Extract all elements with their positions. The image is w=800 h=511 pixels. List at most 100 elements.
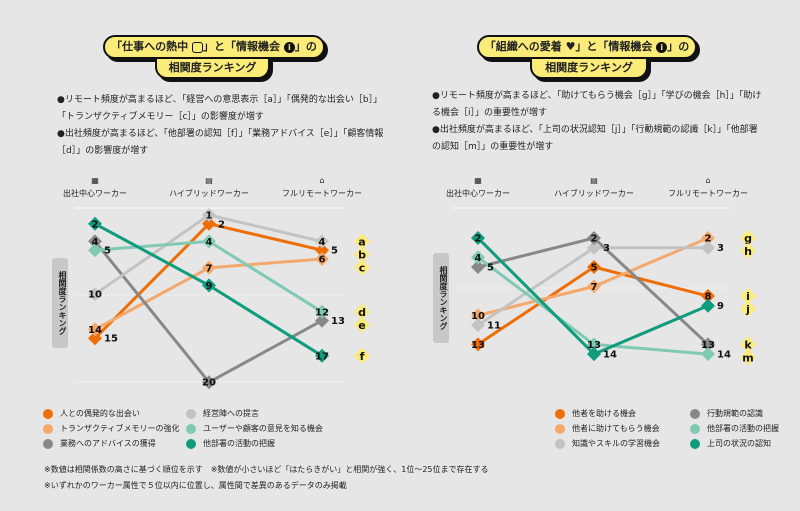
- rank-marker: [701, 240, 715, 255]
- info-icon: i: [283, 41, 295, 53]
- series-line: [477, 236, 709, 317]
- title-text: 」と「情報機会: [575, 40, 653, 53]
- rank-marker: [701, 231, 715, 246]
- series-line: [477, 246, 708, 327]
- rank-marker: [88, 322, 102, 337]
- right-description: ●リモート頻度が高まるほど､「助けてもらう機会［g］」「学びの機会［h］」「助け…: [432, 88, 762, 156]
- right-title-line1: 「組織への愛着 ♥」と「情報機会 i 」の: [477, 35, 697, 59]
- tag-label: m: [742, 351, 753, 364]
- rank-marker: [587, 240, 601, 255]
- col-label: ハイブリッドワーカー: [169, 189, 249, 198]
- series-line: [94, 257, 323, 331]
- footnote-2: ※いずれかのワーカー属性で５位以内に位置し、属性間で差異のあるデータのみ掲載: [44, 481, 347, 490]
- rank-label: 8: [705, 292, 712, 303]
- rank-label: 15: [104, 334, 118, 345]
- rank-marker: [315, 304, 329, 319]
- legend-item: 経営陣への提言: [186, 406, 329, 421]
- rank-marker: [202, 234, 216, 249]
- rank-label: 12: [315, 307, 329, 318]
- tag-marker: [354, 246, 370, 263]
- tag-marker: [740, 336, 756, 353]
- col-label: フルリモートワーカー: [668, 189, 748, 198]
- legend-swatch: [555, 423, 565, 434]
- rank-marker: [88, 331, 102, 346]
- rank-label: 4: [92, 237, 99, 248]
- col-label: 出社中心ワーカー: [63, 189, 127, 198]
- tag-label: e: [358, 319, 365, 332]
- rank-label: 4: [475, 253, 482, 264]
- rank-marker: [88, 234, 102, 249]
- tag-label: g: [744, 232, 752, 245]
- tag-marker: [354, 233, 370, 250]
- tag-marker: [740, 243, 756, 260]
- rank-label: 5: [487, 263, 494, 274]
- rank-label: 20: [202, 378, 216, 389]
- rank-label: 5: [104, 246, 111, 257]
- rank-marker: [701, 337, 715, 352]
- col-label: フルリモートワーカー: [282, 189, 362, 198]
- title-text: 」と「情報機会: [203, 40, 280, 53]
- rank-label: 3: [603, 243, 610, 254]
- rank-marker: [202, 260, 216, 275]
- tag-marker: [740, 349, 756, 366]
- legend-item: 他部署の活動の把握: [186, 436, 329, 451]
- rank-marker: [471, 318, 485, 333]
- rank-marker: [471, 337, 485, 352]
- rank-marker: [315, 348, 329, 363]
- rank-marker: [88, 216, 102, 231]
- legend-swatch: [690, 408, 700, 419]
- rank-marker: [88, 287, 102, 302]
- rank-label: 10: [88, 290, 102, 301]
- right-col-office: ▦ 出社中心ワーカー: [423, 174, 533, 200]
- tag-marker: [354, 347, 370, 364]
- rank-label: 17: [315, 351, 329, 362]
- tag-marker: [740, 230, 756, 247]
- briefcase-icon: ▤: [590, 176, 598, 185]
- series-line: [476, 236, 709, 356]
- left-title-line1: 「仕事への熱中 」と「情報機会 i 」の: [103, 35, 325, 59]
- tag-label: c: [359, 261, 366, 274]
- rank-label: 5: [591, 263, 598, 274]
- series-line: [477, 256, 709, 356]
- rank-marker: [471, 250, 485, 265]
- left-legend: 人との偶発的な出会いトランザクティブメモリーの強化業務へのアドバイスの獲得 経営陣…: [43, 406, 329, 451]
- left-title-line2: 相関度ランキング: [155, 59, 270, 79]
- left-col-hybrid: ▤ ハイブリッドワーカー: [154, 174, 264, 200]
- legend-label: 人との偶発的な出会い: [60, 409, 140, 418]
- rank-marker: [315, 252, 329, 266]
- rank-marker: [701, 347, 715, 362]
- desc-line: ●リモート頻度が高まるほど､「経営への意思表示［a］」「偶発的な出会い［b］」「…: [57, 95, 383, 122]
- rank-marker: [587, 347, 601, 362]
- rank-label: 13: [471, 340, 485, 351]
- rank-label: 1: [206, 211, 213, 222]
- legend-item: 他者を助ける機会: [555, 406, 690, 421]
- rank-marker: [315, 313, 329, 328]
- legend-label: 業務へのアドバイスの獲得: [60, 439, 156, 448]
- heart-icon: ♥: [565, 40, 576, 53]
- series-line: [94, 239, 323, 314]
- rank-label: 4: [319, 237, 326, 248]
- legend-label: 他者を助ける機会: [572, 409, 636, 418]
- rank-marker: [315, 243, 329, 258]
- right-y-label: 相関度ランキング: [433, 253, 449, 343]
- series-line: [93, 240, 323, 385]
- tag-marker: [354, 316, 370, 333]
- right-title-line2: 相関度ランキング: [530, 59, 648, 79]
- rank-label: 2: [218, 219, 225, 230]
- rank-label: 14: [603, 350, 617, 361]
- rank-label: 2: [705, 234, 712, 245]
- legend-item: トランザクティブメモリーの強化: [43, 421, 186, 436]
- rank-marker: [202, 208, 216, 222]
- legend-label: 知識やスキルの学習機会: [572, 439, 660, 448]
- fist-icon: [192, 41, 203, 53]
- rank-label: 9: [717, 301, 724, 312]
- rank-marker: [587, 231, 601, 246]
- briefcase-icon: ▤: [205, 176, 213, 185]
- rank-marker: [471, 308, 485, 323]
- rank-label: 7: [206, 263, 213, 274]
- rank-label: 14: [88, 325, 102, 336]
- series-line: [93, 222, 323, 340]
- legend-swatch: [43, 423, 53, 434]
- rank-marker: [88, 243, 102, 258]
- rank-marker: [315, 234, 329, 249]
